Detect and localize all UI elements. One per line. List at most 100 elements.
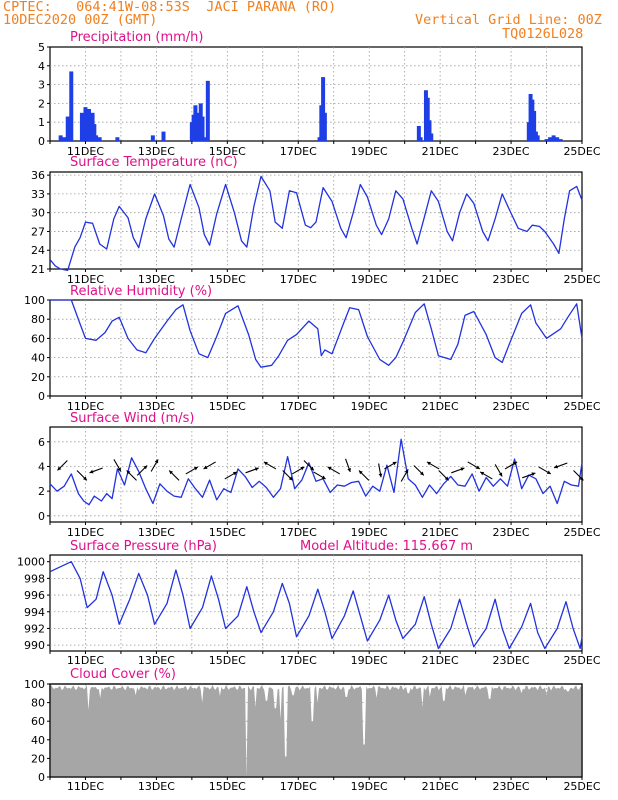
x-tick-label: 21DEC xyxy=(422,145,459,158)
wind-vector-arrow xyxy=(494,464,503,477)
temp-title: Surface Temperature (nC) xyxy=(70,155,238,170)
y-tick-label: 100 xyxy=(24,678,45,691)
wind-vector-arrow xyxy=(378,463,383,478)
precip-bar xyxy=(532,110,537,141)
wind-vector-arrow xyxy=(522,472,536,479)
precip-bar xyxy=(551,135,556,141)
wind-vector-arrow xyxy=(467,461,481,470)
x-tick-label: 11DEC xyxy=(67,273,104,286)
header-station-line: CPTEC: 064:41W-08:53S JACI PARANA (RO) xyxy=(3,0,337,15)
x-tick-label: 19DEC xyxy=(351,400,388,413)
x-tick-label: 23DEC xyxy=(493,526,530,539)
x-tick-label: 13DEC xyxy=(138,526,175,539)
precip-bar xyxy=(558,139,563,141)
wind-vector-arrow xyxy=(479,471,493,480)
wind-vector-arrow xyxy=(282,470,293,481)
x-tick-label: 11DEC xyxy=(67,526,104,539)
header-date-line: 10DEC2020 00Z (GMT) xyxy=(3,12,158,28)
temp-frame xyxy=(49,171,583,270)
temp-panel: 11DEC 13DEC 15DEC 17DEC 19DEC 21DEC 23DEC 25DEC… xyxy=(31,155,601,286)
x-tick-label: 19DEC xyxy=(351,654,388,667)
y-tick-label: 996 xyxy=(24,589,45,602)
precip-bar xyxy=(321,77,326,141)
x-tick-label: 23DEC xyxy=(493,273,530,286)
precip-bar xyxy=(416,125,421,141)
y-tick-label: 100 xyxy=(24,294,45,307)
wind-line xyxy=(49,438,583,506)
rh-line xyxy=(50,299,583,368)
x-tick-label: 15DEC xyxy=(209,145,246,158)
precip-title: Precipitation (mm/h) xyxy=(70,30,203,45)
rh-frame xyxy=(49,299,583,397)
wind-vector-arrow xyxy=(185,466,199,475)
x-tick-label: 23DEC xyxy=(493,654,530,667)
y-tick-label: 4 xyxy=(38,460,45,473)
precip-bar xyxy=(429,133,434,141)
wind-vector-arrow xyxy=(573,470,584,481)
x-tick-label: 11DEC xyxy=(67,654,104,667)
y-tick-label: 0 xyxy=(38,771,45,784)
y-tick-label: 0 xyxy=(38,390,45,403)
x-tick-label: 25DEC xyxy=(563,145,600,158)
wind-vector-arrow xyxy=(263,461,277,470)
rh-panel: 11DEC 13DEC 15DEC 17DEC 19DEC 21DEC 23DEC 25DEC… xyxy=(24,284,601,413)
wind-vector-arrow xyxy=(203,461,216,470)
x-tick-label: 17DEC xyxy=(280,145,317,158)
x-tick-label: 15DEC xyxy=(209,654,246,667)
x-tick-label: 21DEC xyxy=(422,400,459,413)
x-tick-label: 23DEC xyxy=(493,780,530,793)
wind-vector-arrow xyxy=(313,471,326,480)
wind-vector-arrow xyxy=(126,470,137,481)
x-tick-label: 13DEC xyxy=(138,654,175,667)
y-tick-label: 30 xyxy=(31,207,45,220)
model-altitude-label: Model Altitude: 115.667 m xyxy=(300,539,473,554)
precip-bar xyxy=(79,112,84,141)
wind-vector-arrow xyxy=(426,461,440,470)
y-tick-label: 60 xyxy=(31,332,45,345)
wind-vector-arrow xyxy=(400,469,409,482)
wind-vector-arrow xyxy=(553,462,568,469)
x-tick-label: 21DEC xyxy=(422,273,459,286)
precip-bar xyxy=(548,137,553,141)
y-tick-label: 998 xyxy=(24,572,45,585)
pressure-panel: 11DEC 13DEC 15DEC 17DEC 19DEC 21DEC 23DEC 25DEC… xyxy=(17,539,601,667)
x-tick-label: 17DEC xyxy=(280,273,317,286)
y-tick-label: 3 xyxy=(38,79,45,92)
wind-vector-arrow xyxy=(291,466,305,475)
wind-vector-arrow xyxy=(245,467,259,474)
wind-vector-arrow xyxy=(327,466,341,475)
x-tick-label: 21DEC xyxy=(422,654,459,667)
x-tick-label: 11DEC xyxy=(67,145,104,158)
precip-bar xyxy=(200,116,205,141)
y-tick-label: 4 xyxy=(38,60,45,73)
y-tick-label: 6 xyxy=(38,436,45,449)
wind-panel: 11DEC 13DEC 15DEC 17DEC 19DEC 21DEC 23DEC 25DEC… xyxy=(38,411,601,539)
y-tick-label: 80 xyxy=(31,697,45,710)
x-tick-label: 11DEC xyxy=(67,400,104,413)
precip-bar xyxy=(62,137,67,141)
wind-vector-arrow xyxy=(76,470,88,481)
cloud-frame-top xyxy=(49,683,583,778)
y-tick-label: 20 xyxy=(31,371,45,384)
pressure-frame xyxy=(49,554,583,652)
x-tick-label: 21DEC xyxy=(422,780,459,793)
precip-bar xyxy=(535,135,540,141)
y-tick-label: 0 xyxy=(38,510,45,523)
y-tick-label: 20 xyxy=(31,752,45,765)
x-tick-label: 17DEC xyxy=(280,654,317,667)
x-tick-label: 13DEC xyxy=(138,145,175,158)
x-tick-label: 19DEC xyxy=(351,145,388,158)
precip-bar xyxy=(322,112,327,141)
pressure-line xyxy=(49,561,583,650)
x-tick-label: 25DEC xyxy=(563,780,600,793)
wind-vector-arrow xyxy=(358,470,370,481)
y-tick-label: 27 xyxy=(31,225,45,238)
precip-bar xyxy=(161,131,166,141)
x-tick-label: 15DEC xyxy=(209,400,246,413)
y-tick-label: 24 xyxy=(31,244,45,257)
wind-vector-arrow xyxy=(303,460,315,471)
wind-vector-arrow xyxy=(89,467,103,474)
x-tick-label: 13DEC xyxy=(138,780,175,793)
precip-frame xyxy=(49,46,583,142)
x-tick-label: 13DEC xyxy=(138,400,175,413)
